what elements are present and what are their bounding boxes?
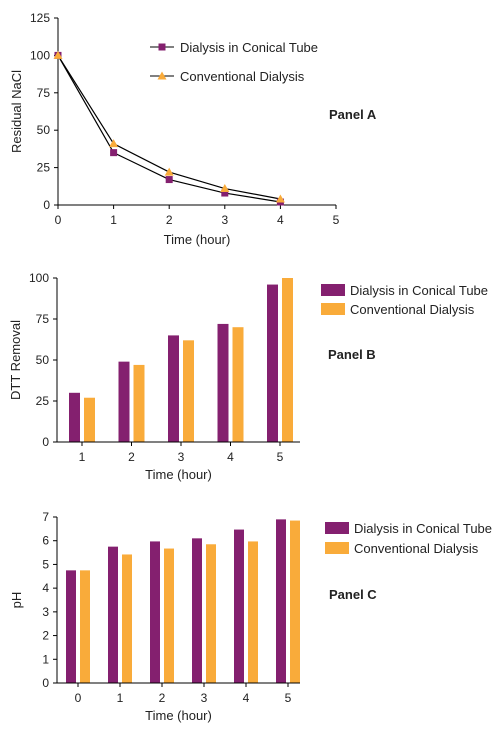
bar <box>133 364 145 442</box>
bar <box>290 520 300 683</box>
x-tick-label: 0 <box>75 691 82 705</box>
y-tick-label: 50 <box>37 123 51 137</box>
legend-swatch-square <box>158 43 166 51</box>
data-point-triangle <box>109 139 119 148</box>
x-tick-label: 3 <box>178 450 185 464</box>
data-point-triangle <box>220 184 230 193</box>
x-axis-title: Time (hour) <box>145 708 212 723</box>
y-tick-label: 50 <box>36 353 50 367</box>
data-point-triangle <box>164 167 174 176</box>
x-tick-label: 4 <box>277 213 284 227</box>
y-tick-label: 3 <box>42 605 49 619</box>
y-tick-label: 25 <box>37 161 51 175</box>
legend-swatch <box>321 284 345 296</box>
x-tick-label: 1 <box>110 213 117 227</box>
legend-swatch <box>325 542 349 554</box>
bar <box>108 546 118 683</box>
legend-label: Conventional Dialysis <box>350 302 475 317</box>
x-tick-label: 2 <box>128 450 135 464</box>
bar <box>276 519 286 683</box>
bar <box>282 278 293 442</box>
x-tick-label: 4 <box>227 450 234 464</box>
data-point-square <box>110 149 118 157</box>
y-tick-label: 0 <box>42 435 49 449</box>
x-axis-title: Time (hour) <box>164 232 231 247</box>
x-tick-label: 2 <box>159 691 166 705</box>
bar <box>66 570 76 683</box>
x-tick-label: 0 <box>55 213 62 227</box>
data-point-square <box>221 189 229 197</box>
y-tick-label: 7 <box>42 510 49 524</box>
legend-swatch <box>321 303 345 315</box>
panel-b-chart: 0 25 50 75 100 1 2 3 4 5 Time (hour) DTT Removal Dia… <box>8 271 488 482</box>
y-tick-label: 0 <box>43 198 50 212</box>
bar <box>248 541 258 683</box>
legend-swatch-triangle <box>157 71 167 80</box>
y-tick-label: 2 <box>42 629 49 643</box>
bar <box>80 570 90 683</box>
panel-c-chart: 0 1 2 3 4 5 6 7 0 1 2 3 4 5 Time (hour) pH Dialysis in C… <box>9 510 492 723</box>
legend-label: Dialysis in Conical Tube <box>350 283 488 298</box>
legend-label: Conventional Dialysis <box>354 541 479 556</box>
y-tick-label: 5 <box>42 557 49 571</box>
bar <box>164 548 174 683</box>
bar <box>150 541 160 683</box>
x-tick-label: 3 <box>201 691 208 705</box>
x-tick-label: 2 <box>166 213 173 227</box>
x-tick-label: 5 <box>333 213 340 227</box>
bar <box>118 361 130 442</box>
y-axis-title: DTT Removal <box>8 320 23 400</box>
panel-a-chart: 0 25 50 75 100 125 0 1 2 3 4 5 Time (hour) Residual N… <box>9 11 377 247</box>
x-tick-label: 3 <box>221 213 228 227</box>
bar <box>183 340 194 442</box>
bar <box>192 538 202 683</box>
y-tick-label: 1 <box>42 652 49 666</box>
y-tick-label: 4 <box>42 581 49 595</box>
data-point-triangle <box>275 194 285 203</box>
y-tick-label: 125 <box>30 11 50 25</box>
panel-label: Panel C <box>329 587 377 602</box>
bar <box>234 529 244 683</box>
y-tick-label: 0 <box>42 676 49 690</box>
y-tick-label: 100 <box>29 271 49 285</box>
y-axis-title: pH <box>9 592 24 609</box>
bar <box>122 554 132 683</box>
x-tick-label: 1 <box>79 450 86 464</box>
bar <box>168 335 179 442</box>
bar <box>217 323 229 442</box>
bar <box>267 284 278 442</box>
data-point-triangle <box>53 50 63 59</box>
y-tick-label: 25 <box>36 394 50 408</box>
panel-label: Panel B <box>328 347 376 362</box>
y-tick-label: 75 <box>36 312 50 326</box>
x-tick-label: 5 <box>285 691 292 705</box>
bar <box>69 392 80 442</box>
x-tick-label: 1 <box>117 691 124 705</box>
bar <box>206 544 216 683</box>
legend-label: Conventional Dialysis <box>180 69 305 84</box>
y-axis-title: Residual NaCl <box>9 70 24 153</box>
bar <box>232 327 244 442</box>
x-axis-title: Time (hour) <box>145 467 212 482</box>
data-point-square <box>165 176 173 184</box>
legend-label: Dialysis in Conical Tube <box>354 521 492 536</box>
y-tick-label: 75 <box>37 86 51 100</box>
y-tick-label: 100 <box>30 48 50 62</box>
legend-label: Dialysis in Conical Tube <box>180 40 318 55</box>
x-tick-label: 5 <box>277 450 284 464</box>
legend-swatch <box>325 522 349 534</box>
x-tick-label: 4 <box>243 691 250 705</box>
y-tick-label: 6 <box>42 534 49 548</box>
bar <box>84 397 95 442</box>
panel-label: Panel A <box>329 107 377 122</box>
